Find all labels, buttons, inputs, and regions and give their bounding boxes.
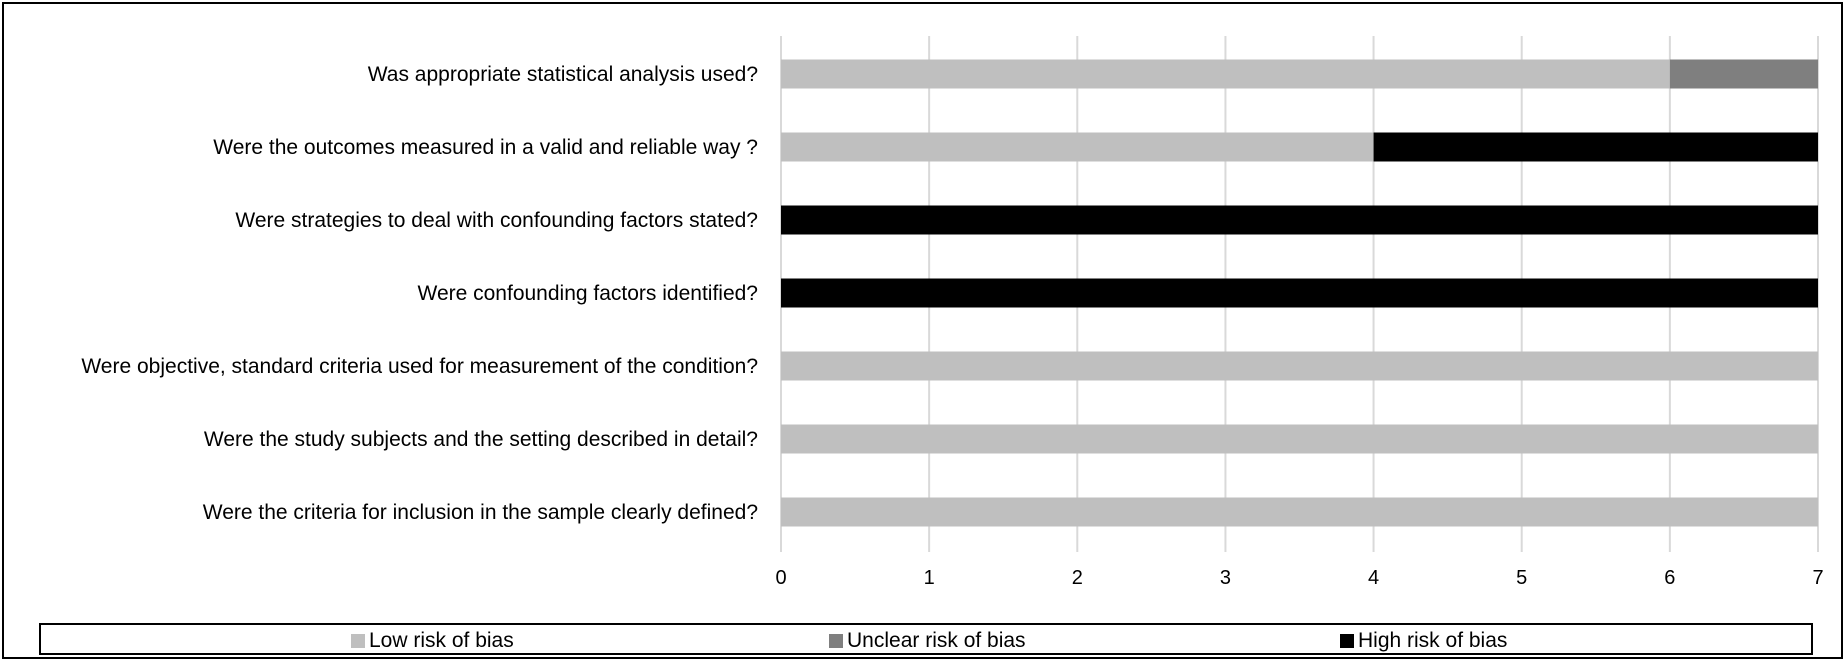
bar-segment <box>781 132 1374 162</box>
x-tick-label: 3 <box>1220 567 1231 589</box>
legend-swatch-high <box>1340 634 1354 648</box>
bar-segment <box>1373 132 1818 162</box>
category-labels: Was appropriate statistical analysis use… <box>81 63 758 524</box>
x-tick-label: 0 <box>775 567 786 589</box>
legend-item-low: Low risk of bias <box>351 629 514 653</box>
x-tick-label: 5 <box>1516 567 1527 589</box>
category-label: Was appropriate statistical analysis use… <box>368 63 758 86</box>
category-label: Were strategies to deal with confounding… <box>235 209 758 232</box>
legend-label-low: Low risk of bias <box>369 629 514 652</box>
legend: Low risk of bias Unclear risk of bias Hi… <box>39 623 1813 655</box>
x-tick-label: 7 <box>1812 567 1823 589</box>
category-label: Were the criteria for inclusion in the s… <box>203 501 758 524</box>
chart-plot: Was appropriate statistical analysis use… <box>81 36 1824 589</box>
category-label: Were confounding factors identified? <box>418 282 759 305</box>
bar-segment <box>1669 59 1818 89</box>
legend-label-high: High risk of bias <box>1358 629 1508 652</box>
legend-label-unclear: Unclear risk of bias <box>847 629 1026 652</box>
legend-swatch-low <box>351 634 365 648</box>
bar-segment <box>781 59 1670 89</box>
legend-item-unclear: Unclear risk of bias <box>829 629 1026 653</box>
x-tick-label: 6 <box>1664 567 1675 589</box>
bar-segment <box>781 278 1818 308</box>
bar-segment <box>781 497 1818 527</box>
bar-segment <box>781 205 1818 235</box>
x-tick-labels: 0 1 2 3 4 5 6 7 <box>775 567 1823 589</box>
legend-item-high: High risk of bias <box>1340 629 1507 653</box>
category-label: Were the study subjects and the setting … <box>204 428 758 451</box>
category-label: Were the outcomes measured in a valid an… <box>213 136 758 159</box>
bars <box>781 59 1818 527</box>
x-tick-label: 1 <box>924 567 935 589</box>
x-tick-label: 2 <box>1072 567 1083 589</box>
legend-swatch-unclear <box>829 634 843 648</box>
category-label: Were objective, standard criteria used f… <box>81 355 758 378</box>
bar-segment <box>781 351 1818 381</box>
x-tick-label: 4 <box>1368 567 1379 589</box>
bar-segment <box>781 424 1818 454</box>
